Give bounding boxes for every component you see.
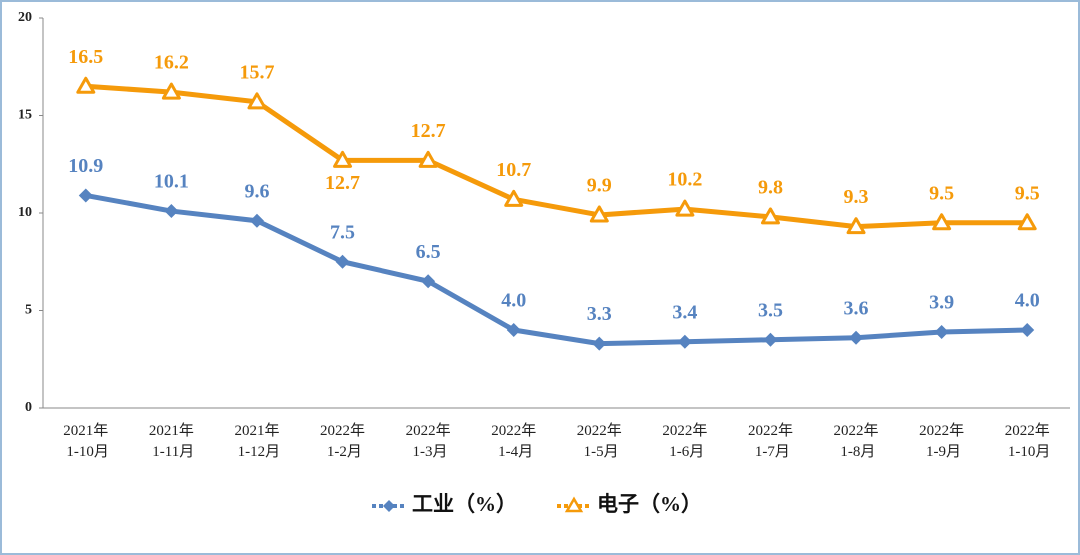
data-label: 9.5 xyxy=(929,182,954,204)
point-marker xyxy=(1020,323,1035,337)
x-tick-label: 2022年 1-10月 xyxy=(1004,422,1050,460)
data-label: 3.4 xyxy=(672,301,697,323)
data-label: 3.5 xyxy=(758,299,783,321)
data-label: 6.5 xyxy=(416,241,441,263)
point-marker xyxy=(592,336,607,351)
point-marker xyxy=(504,189,524,207)
y-tick-label: 10 xyxy=(18,205,32,220)
data-label: 9.3 xyxy=(844,186,869,208)
x-tick-label: 2022年 1-9月 xyxy=(919,422,964,460)
data-label: 3.9 xyxy=(929,292,954,314)
data-label: 12.7 xyxy=(325,172,360,194)
x-tick-label: 2022年 1-7月 xyxy=(748,422,793,460)
data-label: 10.9 xyxy=(68,155,103,177)
data-label: 4.0 xyxy=(501,290,526,312)
y-tick-label: 20 xyxy=(18,10,32,25)
data-label: 4.0 xyxy=(1015,290,1040,312)
point-marker xyxy=(335,254,350,269)
point-marker xyxy=(333,150,353,168)
data-label: 9.8 xyxy=(758,176,783,198)
x-tick-label: 2021年 1-12月 xyxy=(234,422,280,460)
data-label: 10.1 xyxy=(154,171,189,193)
point-marker xyxy=(589,205,609,223)
x-tick-label: 2022年 1-6月 xyxy=(662,422,707,460)
legend-marker xyxy=(564,496,584,513)
point-marker xyxy=(76,76,96,94)
point-marker xyxy=(932,213,952,231)
point-marker xyxy=(677,334,692,349)
point-marker xyxy=(675,199,695,217)
legend-label: 工业（%） xyxy=(412,492,517,516)
point-marker xyxy=(849,330,864,345)
x-tick-label: 2022年 1-3月 xyxy=(406,422,451,460)
data-label: 15.7 xyxy=(239,61,274,83)
point-marker xyxy=(164,204,179,219)
data-label: 9.9 xyxy=(587,175,612,197)
point-marker xyxy=(763,332,778,347)
x-tick-label: 2022年 1-8月 xyxy=(834,422,879,460)
point-marker xyxy=(760,207,780,225)
x-tick-label: 2022年 1-5月 xyxy=(577,422,622,460)
data-label: 3.3 xyxy=(587,303,612,325)
point-marker xyxy=(421,274,436,289)
data-label: 10.2 xyxy=(667,169,702,191)
point-marker xyxy=(247,92,267,110)
series-line xyxy=(85,83,1028,230)
data-label: 7.5 xyxy=(330,221,355,243)
data-label: 16.2 xyxy=(154,52,189,74)
point-marker xyxy=(934,324,949,339)
point-marker xyxy=(161,82,181,100)
legend-marker xyxy=(383,500,395,512)
x-tick-label: 2022年 1-2月 xyxy=(320,422,365,460)
legend-label: 电子（%） xyxy=(597,492,702,516)
data-label: 9.5 xyxy=(1015,182,1040,204)
x-tick-label: 2021年 1-10月 xyxy=(63,422,109,460)
point-marker xyxy=(78,188,93,203)
y-tick-label: 0 xyxy=(25,400,32,415)
data-label: 9.6 xyxy=(244,180,269,202)
data-label: 10.7 xyxy=(496,159,531,181)
x-tick-label: 2022年 1-4月 xyxy=(491,422,536,460)
point-marker xyxy=(506,323,521,337)
point-marker xyxy=(1017,213,1037,231)
y-tick-label: 5 xyxy=(25,303,32,318)
series-line xyxy=(85,192,1028,347)
point-marker xyxy=(846,217,866,235)
point-marker xyxy=(418,150,438,168)
x-tick-label: 2021年 1-11月 xyxy=(149,422,195,460)
data-label: 3.6 xyxy=(844,297,869,319)
data-label: 16.5 xyxy=(68,46,103,68)
data-label: 12.7 xyxy=(411,120,446,142)
y-tick-label: 15 xyxy=(18,108,32,123)
point-marker xyxy=(249,213,264,228)
